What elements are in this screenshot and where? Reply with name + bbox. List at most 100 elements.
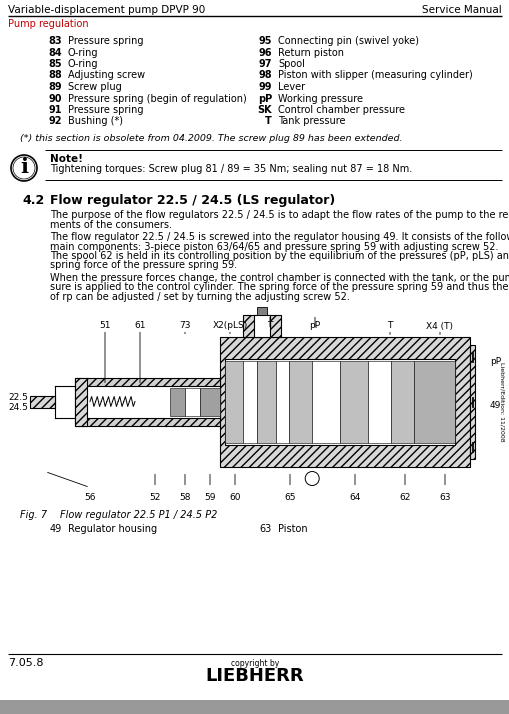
Bar [312, 361, 340, 443]
Text: 61: 61 [134, 321, 146, 331]
Text: 24.5: 24.5 [8, 403, 28, 413]
Text: Connecting pin (swivel yoke): Connecting pin (swivel yoke) [277, 36, 418, 46]
Text: 56: 56 [84, 493, 96, 503]
Bar [340, 361, 367, 443]
Text: 83: 83 [48, 36, 62, 46]
Bar [469, 344, 474, 458]
Bar [289, 361, 312, 443]
Text: 58: 58 [179, 493, 190, 503]
Text: 51: 51 [99, 321, 110, 331]
Text: 89: 89 [48, 82, 62, 92]
Bar [224, 361, 243, 443]
Text: 91: 91 [48, 105, 62, 115]
Text: Liebherr/Edition: 11/2008: Liebherr/Edition: 11/2008 [498, 362, 503, 441]
Text: 65: 65 [284, 493, 295, 503]
Text: Fig. 7: Fig. 7 [20, 510, 47, 520]
Text: pP: pP [309, 321, 320, 331]
Bar [30, 396, 55, 408]
Text: T: T [265, 116, 271, 126]
Text: spring force of the pressure spring 59.: spring force of the pressure spring 59. [50, 261, 237, 271]
Text: i: i [20, 157, 28, 177]
Text: Flow regulator 22.5 / 24.5 (LS regulator): Flow regulator 22.5 / 24.5 (LS regulator… [50, 194, 334, 207]
Text: 52: 52 [149, 493, 160, 503]
Text: T: T [386, 321, 392, 331]
Text: 64: 64 [349, 493, 360, 503]
Bar [471, 396, 472, 406]
Text: Pressure spring: Pressure spring [68, 36, 143, 46]
Text: O-ring: O-ring [68, 59, 98, 69]
Text: LIEBHERR: LIEBHERR [205, 667, 304, 685]
Text: Service Manual: Service Manual [421, 5, 501, 15]
Text: Note!: Note! [50, 154, 83, 164]
Text: The flow regulator 22.5 / 24.5 is screwed into the regulator housing 49. It cons: The flow regulator 22.5 / 24.5 is screwe… [50, 232, 509, 242]
Text: Screw plug: Screw plug [68, 82, 122, 92]
Text: Piston: Piston [277, 523, 307, 533]
Text: Flow regulator 22.5 P1 / 24.5 P2: Flow regulator 22.5 P1 / 24.5 P2 [60, 510, 217, 520]
Text: Adjusting screw: Adjusting screw [68, 71, 145, 81]
Text: Piston with slipper (measuring cylinder): Piston with slipper (measuring cylinder) [277, 71, 472, 81]
Text: 73: 73 [179, 321, 190, 331]
Text: 96: 96 [258, 48, 271, 58]
Text: T: T [267, 321, 272, 331]
Bar [169, 388, 185, 416]
Bar [367, 361, 390, 443]
Text: 90: 90 [48, 94, 62, 104]
Text: O-ring: O-ring [68, 48, 98, 58]
Text: copyright by: copyright by [231, 659, 278, 668]
Bar [200, 388, 219, 416]
Text: (*) this section is obsolete from 04.2009. The screw plug 89 has been extended.: (*) this section is obsolete from 04.200… [20, 134, 402, 143]
Text: Spool: Spool [277, 59, 304, 69]
Text: 62: 62 [399, 493, 410, 503]
Text: 92: 92 [48, 116, 62, 126]
Text: Working pressure: Working pressure [277, 94, 362, 104]
Text: 60: 60 [229, 493, 240, 503]
Text: 49: 49 [50, 523, 62, 533]
Bar [253, 314, 270, 336]
Bar [413, 361, 454, 443]
Bar [0, 700, 509, 714]
Text: Pressure spring (begin of regulation): Pressure spring (begin of regulation) [68, 94, 246, 104]
Bar [75, 378, 219, 426]
Text: 22.5: 22.5 [8, 393, 28, 403]
Text: Control chamber pressure: Control chamber pressure [277, 105, 404, 115]
Text: 98: 98 [258, 71, 271, 81]
Bar [75, 378, 87, 426]
Text: Tightening torques: Screw plug 81 / 89 = 35 Nm; sealing nut 87 = 18 Nm.: Tightening torques: Screw plug 81 / 89 =… [50, 164, 411, 174]
Bar [390, 361, 413, 443]
Text: Lever: Lever [277, 82, 304, 92]
Text: main components: 3-piece piston 63/64/65 and pressure spring 59 with adjusting s: main components: 3-piece piston 63/64/65… [50, 241, 497, 251]
Bar [80, 386, 219, 418]
Text: Bushing (*): Bushing (*) [68, 116, 123, 126]
Bar [219, 336, 469, 466]
Text: SK: SK [257, 105, 271, 115]
Text: Return piston: Return piston [277, 48, 344, 58]
Text: pP: pP [489, 356, 500, 366]
Text: 88: 88 [48, 71, 62, 81]
Text: pP: pP [257, 94, 271, 104]
Text: of rp can be adjusted / set by turning the adjusting screw 52.: of rp can be adjusted / set by turning t… [50, 292, 349, 302]
Text: 95: 95 [258, 36, 271, 46]
Text: 99: 99 [258, 82, 271, 92]
Text: Tank pressure: Tank pressure [277, 116, 345, 126]
Bar [243, 314, 280, 336]
Text: The purpose of the flow regulators 22.5 / 24.5 is to adapt the flow rates of the: The purpose of the flow regulators 22.5 … [50, 210, 509, 220]
Bar [257, 306, 267, 314]
Text: Pressure spring: Pressure spring [68, 105, 143, 115]
Bar [471, 441, 472, 451]
Text: 63: 63 [438, 493, 450, 503]
Text: 49: 49 [489, 401, 500, 411]
Text: 4.2: 4.2 [22, 194, 44, 207]
Bar [185, 388, 200, 416]
Bar [243, 361, 257, 443]
Text: 59: 59 [204, 493, 215, 503]
Text: sure is applied to the control cylinder. The spring force of the pressure spring: sure is applied to the control cylinder.… [50, 283, 509, 293]
Bar [275, 361, 289, 443]
Text: ments of the consumers.: ments of the consumers. [50, 219, 172, 229]
Bar [224, 358, 454, 445]
Text: 63: 63 [259, 523, 271, 533]
Text: X4 (T): X4 (T) [426, 321, 453, 331]
Text: 84: 84 [48, 48, 62, 58]
Text: X2(pLS): X2(pLS) [212, 321, 247, 331]
Text: 97: 97 [258, 59, 271, 69]
Circle shape [304, 471, 319, 486]
